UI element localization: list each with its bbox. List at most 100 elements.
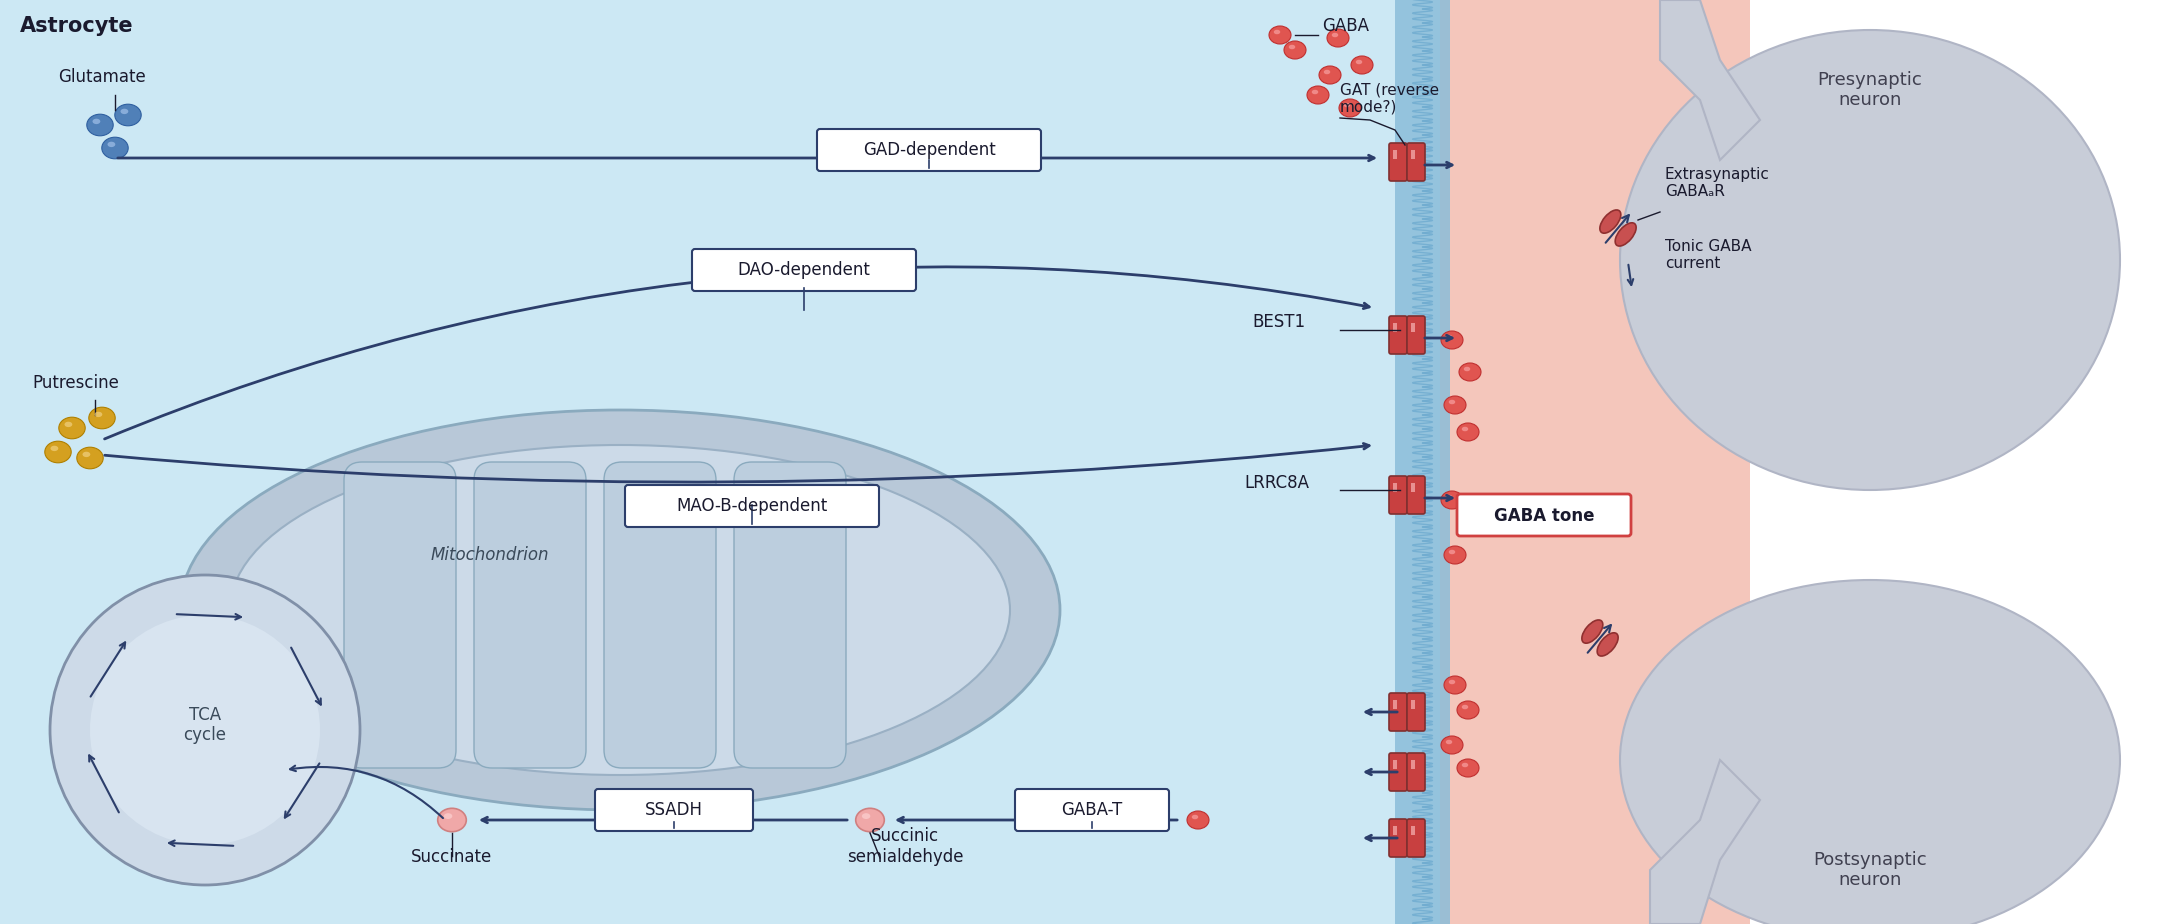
Ellipse shape	[1343, 103, 1349, 107]
Ellipse shape	[50, 445, 59, 451]
Bar	[1410, 150, 1415, 159]
Bar	[1441, 0, 2173, 924]
Bar	[1393, 483, 1397, 492]
FancyBboxPatch shape	[604, 462, 715, 768]
FancyBboxPatch shape	[817, 129, 1041, 171]
Text: Tonic GABA
current: Tonic GABA current	[1665, 238, 1751, 271]
Ellipse shape	[1445, 676, 1467, 694]
Bar	[1441, 0, 1749, 924]
FancyBboxPatch shape	[1389, 316, 1406, 354]
FancyBboxPatch shape	[626, 485, 880, 527]
Ellipse shape	[1445, 334, 1452, 339]
Ellipse shape	[1615, 223, 1636, 246]
Ellipse shape	[106, 141, 115, 147]
Ellipse shape	[1186, 811, 1208, 829]
Text: Astrocyte: Astrocyte	[20, 16, 133, 36]
Bar	[1393, 826, 1397, 835]
Ellipse shape	[76, 447, 102, 468]
Ellipse shape	[50, 575, 361, 885]
Bar	[1410, 323, 1415, 332]
Ellipse shape	[443, 813, 452, 819]
Ellipse shape	[59, 418, 85, 439]
Text: SSADH: SSADH	[645, 801, 704, 819]
Ellipse shape	[1445, 546, 1467, 564]
Bar	[1410, 760, 1415, 769]
FancyBboxPatch shape	[1015, 789, 1169, 831]
FancyBboxPatch shape	[691, 249, 917, 291]
FancyBboxPatch shape	[1406, 476, 1425, 514]
Ellipse shape	[1462, 427, 1469, 432]
Ellipse shape	[1582, 620, 1604, 643]
Bar	[1441, 0, 1749, 924]
Ellipse shape	[1441, 331, 1462, 349]
Ellipse shape	[1339, 99, 1360, 117]
Ellipse shape	[93, 412, 102, 417]
Text: Mitochondrion: Mitochondrion	[430, 546, 550, 564]
Ellipse shape	[1445, 396, 1467, 414]
Ellipse shape	[1458, 363, 1482, 381]
FancyBboxPatch shape	[1406, 753, 1425, 791]
Bar	[0, 0, 1441, 924]
Text: DAO-dependent: DAO-dependent	[737, 261, 871, 279]
Ellipse shape	[1323, 69, 1330, 74]
Ellipse shape	[120, 109, 128, 114]
Ellipse shape	[1621, 580, 2121, 924]
Bar	[1395, 0, 1449, 924]
Ellipse shape	[1449, 680, 1456, 685]
Ellipse shape	[89, 615, 319, 845]
Ellipse shape	[230, 445, 1010, 775]
Ellipse shape	[1458, 701, 1480, 719]
Text: Succinate: Succinate	[411, 848, 493, 866]
FancyBboxPatch shape	[1458, 494, 1632, 536]
Text: GABA-T: GABA-T	[1060, 801, 1123, 819]
Ellipse shape	[1599, 210, 1621, 233]
Ellipse shape	[1312, 90, 1319, 94]
Text: Putrescine: Putrescine	[33, 374, 120, 392]
Ellipse shape	[437, 808, 467, 832]
Ellipse shape	[1269, 26, 1291, 44]
FancyBboxPatch shape	[1406, 316, 1425, 354]
Text: GABA tone: GABA tone	[1493, 507, 1595, 525]
Ellipse shape	[65, 421, 72, 427]
Ellipse shape	[1284, 41, 1306, 59]
Ellipse shape	[180, 410, 1060, 810]
Ellipse shape	[1319, 66, 1341, 84]
Ellipse shape	[863, 813, 871, 819]
Bar	[1410, 483, 1415, 492]
Ellipse shape	[93, 118, 100, 124]
Ellipse shape	[102, 137, 128, 159]
FancyBboxPatch shape	[1389, 693, 1406, 731]
FancyBboxPatch shape	[343, 462, 456, 768]
Bar	[1393, 700, 1397, 709]
Ellipse shape	[89, 407, 115, 429]
Ellipse shape	[1458, 759, 1480, 777]
Ellipse shape	[1289, 44, 1295, 49]
FancyBboxPatch shape	[595, 789, 754, 831]
FancyBboxPatch shape	[1406, 693, 1425, 731]
Ellipse shape	[1462, 519, 1469, 524]
Ellipse shape	[1458, 516, 1480, 534]
Ellipse shape	[1328, 29, 1349, 47]
FancyBboxPatch shape	[1389, 753, 1406, 791]
Text: Extrasynaptic
GABAₐR: Extrasynaptic GABAₐR	[1665, 166, 1769, 199]
Ellipse shape	[1191, 815, 1197, 820]
Ellipse shape	[115, 104, 141, 126]
Text: GAD-dependent: GAD-dependent	[863, 141, 995, 159]
Bar	[1410, 826, 1415, 835]
Ellipse shape	[1273, 30, 1280, 34]
Text: GABA: GABA	[1321, 17, 1369, 35]
Bar	[1393, 150, 1397, 159]
Polygon shape	[1649, 760, 1760, 924]
Ellipse shape	[1462, 762, 1469, 767]
FancyBboxPatch shape	[1389, 819, 1406, 857]
FancyBboxPatch shape	[1389, 143, 1406, 181]
FancyBboxPatch shape	[1406, 819, 1425, 857]
Ellipse shape	[1597, 633, 1619, 656]
FancyBboxPatch shape	[1389, 476, 1406, 514]
Ellipse shape	[1449, 550, 1456, 554]
FancyBboxPatch shape	[1406, 143, 1425, 181]
Bar	[1393, 760, 1397, 769]
Ellipse shape	[1445, 740, 1452, 744]
Text: Postsynaptic
neuron: Postsynaptic neuron	[1812, 851, 1927, 890]
Polygon shape	[1660, 0, 1760, 160]
